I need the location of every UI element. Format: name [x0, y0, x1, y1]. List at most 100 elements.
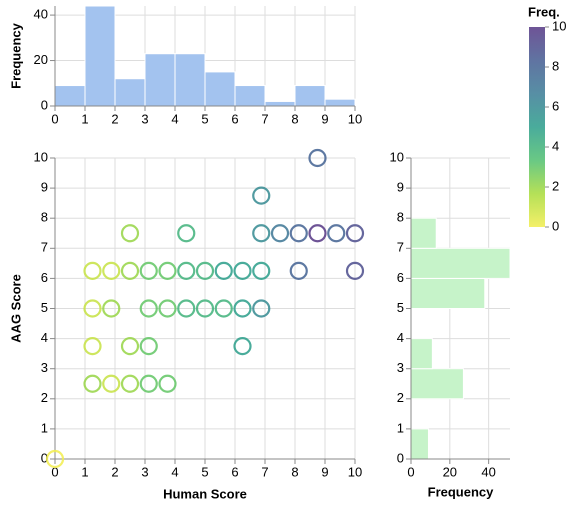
y-tick-label: 9: [397, 180, 404, 195]
point: [139, 299, 158, 318]
y-tick-label: 2: [397, 390, 404, 405]
x-tick-label: 0: [51, 464, 58, 479]
point: [120, 261, 140, 280]
x-tick-label: 9: [321, 111, 328, 126]
bar: [264, 100, 296, 107]
x-tick-label: 6: [231, 464, 238, 479]
bar: [410, 428, 429, 460]
point: [139, 337, 158, 356]
point: [252, 261, 271, 280]
x-axis-title: Human Score: [163, 486, 247, 501]
y-tick-label: 3: [41, 360, 48, 375]
point: [158, 374, 177, 393]
point: [345, 224, 365, 243]
x-tick-label: 20: [443, 464, 457, 479]
bar: [410, 277, 486, 309]
legend-tick-label: 0: [552, 218, 559, 233]
x-tick-label: 5: [201, 111, 208, 126]
point: [83, 337, 102, 356]
point: [102, 261, 121, 280]
y-tick-label: 9: [41, 180, 48, 195]
x-tick-label: 1: [81, 464, 88, 479]
x-tick-label: 0: [407, 464, 414, 479]
point: [345, 261, 365, 280]
legend-tick-label: 4: [552, 138, 559, 153]
point: [83, 261, 102, 280]
y-tick-label: 0: [41, 450, 48, 465]
bar: [174, 53, 206, 107]
bar: [144, 53, 176, 107]
x-tick-label: 0: [51, 111, 58, 126]
x-tick-label: 6: [231, 111, 238, 126]
bar: [410, 247, 511, 279]
point: [120, 337, 140, 356]
point: [177, 299, 196, 318]
x-tick-label: 3: [141, 464, 148, 479]
x-tick-label: 8: [291, 111, 298, 126]
y-tick-label: 10: [390, 149, 404, 164]
legend-title: Freq.: [528, 4, 560, 19]
point: [139, 261, 158, 280]
point: [252, 224, 271, 243]
bar: [54, 85, 86, 107]
bar: [410, 368, 464, 400]
point: [214, 299, 233, 318]
x-tick-label: 10: [348, 464, 362, 479]
x-tick-label: 2: [111, 464, 118, 479]
x-tick-label: 9: [321, 464, 328, 479]
y-tick-label: 7: [397, 240, 404, 255]
y-tick-label: 6: [41, 270, 48, 285]
y-tick-label: 1: [397, 420, 404, 435]
x-tick-label: 7: [261, 464, 268, 479]
x-tick-label: 7: [261, 111, 268, 126]
bar: [410, 217, 437, 249]
bar: [410, 338, 433, 370]
y-tick-label: 8: [41, 210, 48, 225]
point: [102, 299, 121, 318]
point: [158, 261, 177, 280]
point: [233, 261, 252, 280]
legend-gradient: [529, 27, 545, 227]
point: [158, 299, 177, 318]
y-tick-label: 0: [397, 450, 404, 465]
bar: [84, 5, 116, 107]
y-tick-label: 4: [41, 330, 48, 345]
point: [252, 299, 271, 318]
x-axis-title: Frequency: [428, 484, 495, 499]
x-tick-label: 3: [141, 111, 148, 126]
point: [195, 299, 215, 318]
point: [327, 224, 346, 243]
y-tick-label: 5: [41, 300, 48, 315]
y-tick-label: 4: [397, 330, 404, 345]
point: [139, 374, 158, 393]
y-tick-label: 40: [34, 7, 48, 22]
point: [233, 299, 252, 318]
y-axis-title: Frequency: [8, 22, 23, 89]
y-tick-label: 5: [397, 300, 404, 315]
x-tick-label: 10: [348, 111, 362, 126]
point: [177, 224, 196, 243]
y-tick-label: 0: [41, 97, 48, 112]
x-tick-label: 5: [201, 464, 208, 479]
y-tick-label: 1: [41, 420, 48, 435]
point: [252, 186, 271, 205]
bar: [114, 78, 146, 107]
point: [102, 374, 121, 393]
point: [83, 374, 102, 393]
y-axis-title: AAG Score: [8, 274, 23, 343]
y-tick-label: 7: [41, 240, 48, 255]
y-tick-label: 3: [397, 360, 404, 375]
bar: [294, 85, 326, 107]
point: [177, 261, 196, 280]
point: [120, 224, 140, 243]
legend-tick-label: 2: [552, 178, 559, 193]
legend-tick-label: 10: [552, 18, 566, 33]
y-tick-label: 20: [34, 52, 48, 67]
legend-tick-label: 8: [552, 58, 559, 73]
point: [308, 224, 327, 243]
y-tick-label: 10: [34, 149, 48, 164]
point: [195, 261, 215, 280]
x-tick-label: 8: [291, 464, 298, 479]
y-tick-label: 2: [41, 390, 48, 405]
